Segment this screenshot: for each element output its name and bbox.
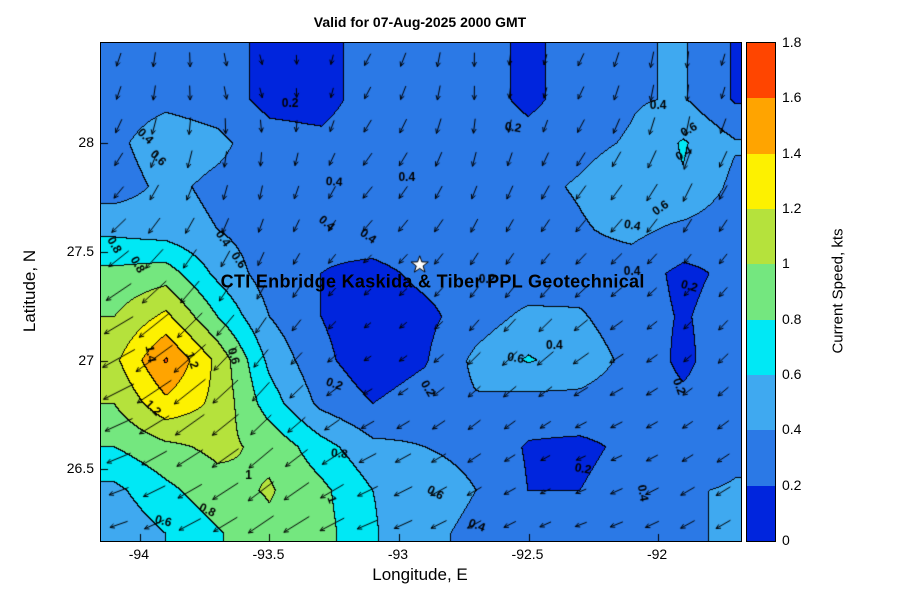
colorbar-tick-label: 1.4 bbox=[782, 144, 802, 161]
colorbar-segment bbox=[747, 153, 775, 209]
y-tick-label: 28 bbox=[78, 134, 94, 151]
colorbar-segment bbox=[747, 208, 775, 265]
colorbar-segment bbox=[747, 319, 775, 375]
colorbar-segment bbox=[747, 430, 775, 486]
y-axis-label: Latitude, N bbox=[20, 249, 39, 333]
colorbar-segment bbox=[747, 98, 775, 154]
colorbar-tick-label: 0.2 bbox=[782, 476, 802, 493]
y-tick-label: 27 bbox=[78, 351, 94, 368]
colorbar-tick-label: 0 bbox=[782, 532, 790, 548]
colorbar-segment bbox=[747, 374, 775, 431]
y-tick-label: 26.5 bbox=[66, 460, 94, 477]
colorbar-tick-label: 0.4 bbox=[782, 421, 802, 438]
x-tick-label: -93 bbox=[387, 546, 409, 562]
colorbar-tick-label: 0.6 bbox=[782, 366, 802, 382]
chart-title: Valid for 07-Aug-2025 2000 GMT bbox=[313, 14, 527, 30]
x-tick-label: -94 bbox=[128, 546, 149, 562]
plot-area: CTI Enbridge Kaskida & Tiber PPL Geotech… bbox=[100, 42, 742, 542]
colorbar-tick-label: 0.8 bbox=[782, 310, 802, 327]
colorbar-label: Current Speed, kts bbox=[829, 228, 847, 354]
colorbar-tick-label: 1.8 bbox=[782, 34, 802, 50]
contour-quiver-canvas bbox=[101, 43, 741, 541]
map-annotation-text: CTI Enbridge Kaskida & Tiber PPL Geotech… bbox=[220, 271, 645, 292]
colorbar-tick-label: 1.2 bbox=[782, 200, 802, 216]
colorbar-segment bbox=[747, 43, 775, 99]
colorbar-tick-label: 1.6 bbox=[782, 89, 802, 106]
y-tick-label: 27.5 bbox=[66, 242, 94, 259]
x-tick-label: -93.5 bbox=[252, 546, 285, 562]
colorbar-segment bbox=[747, 485, 775, 541]
colorbar bbox=[746, 42, 776, 542]
x-tick-label: -92.5 bbox=[511, 546, 544, 562]
colorbar-segment bbox=[747, 264, 775, 320]
x-axis-label: Longitude, E bbox=[372, 565, 468, 584]
colorbar-tick-label: 1 bbox=[782, 255, 790, 272]
x-tick-label: -92 bbox=[646, 546, 668, 562]
